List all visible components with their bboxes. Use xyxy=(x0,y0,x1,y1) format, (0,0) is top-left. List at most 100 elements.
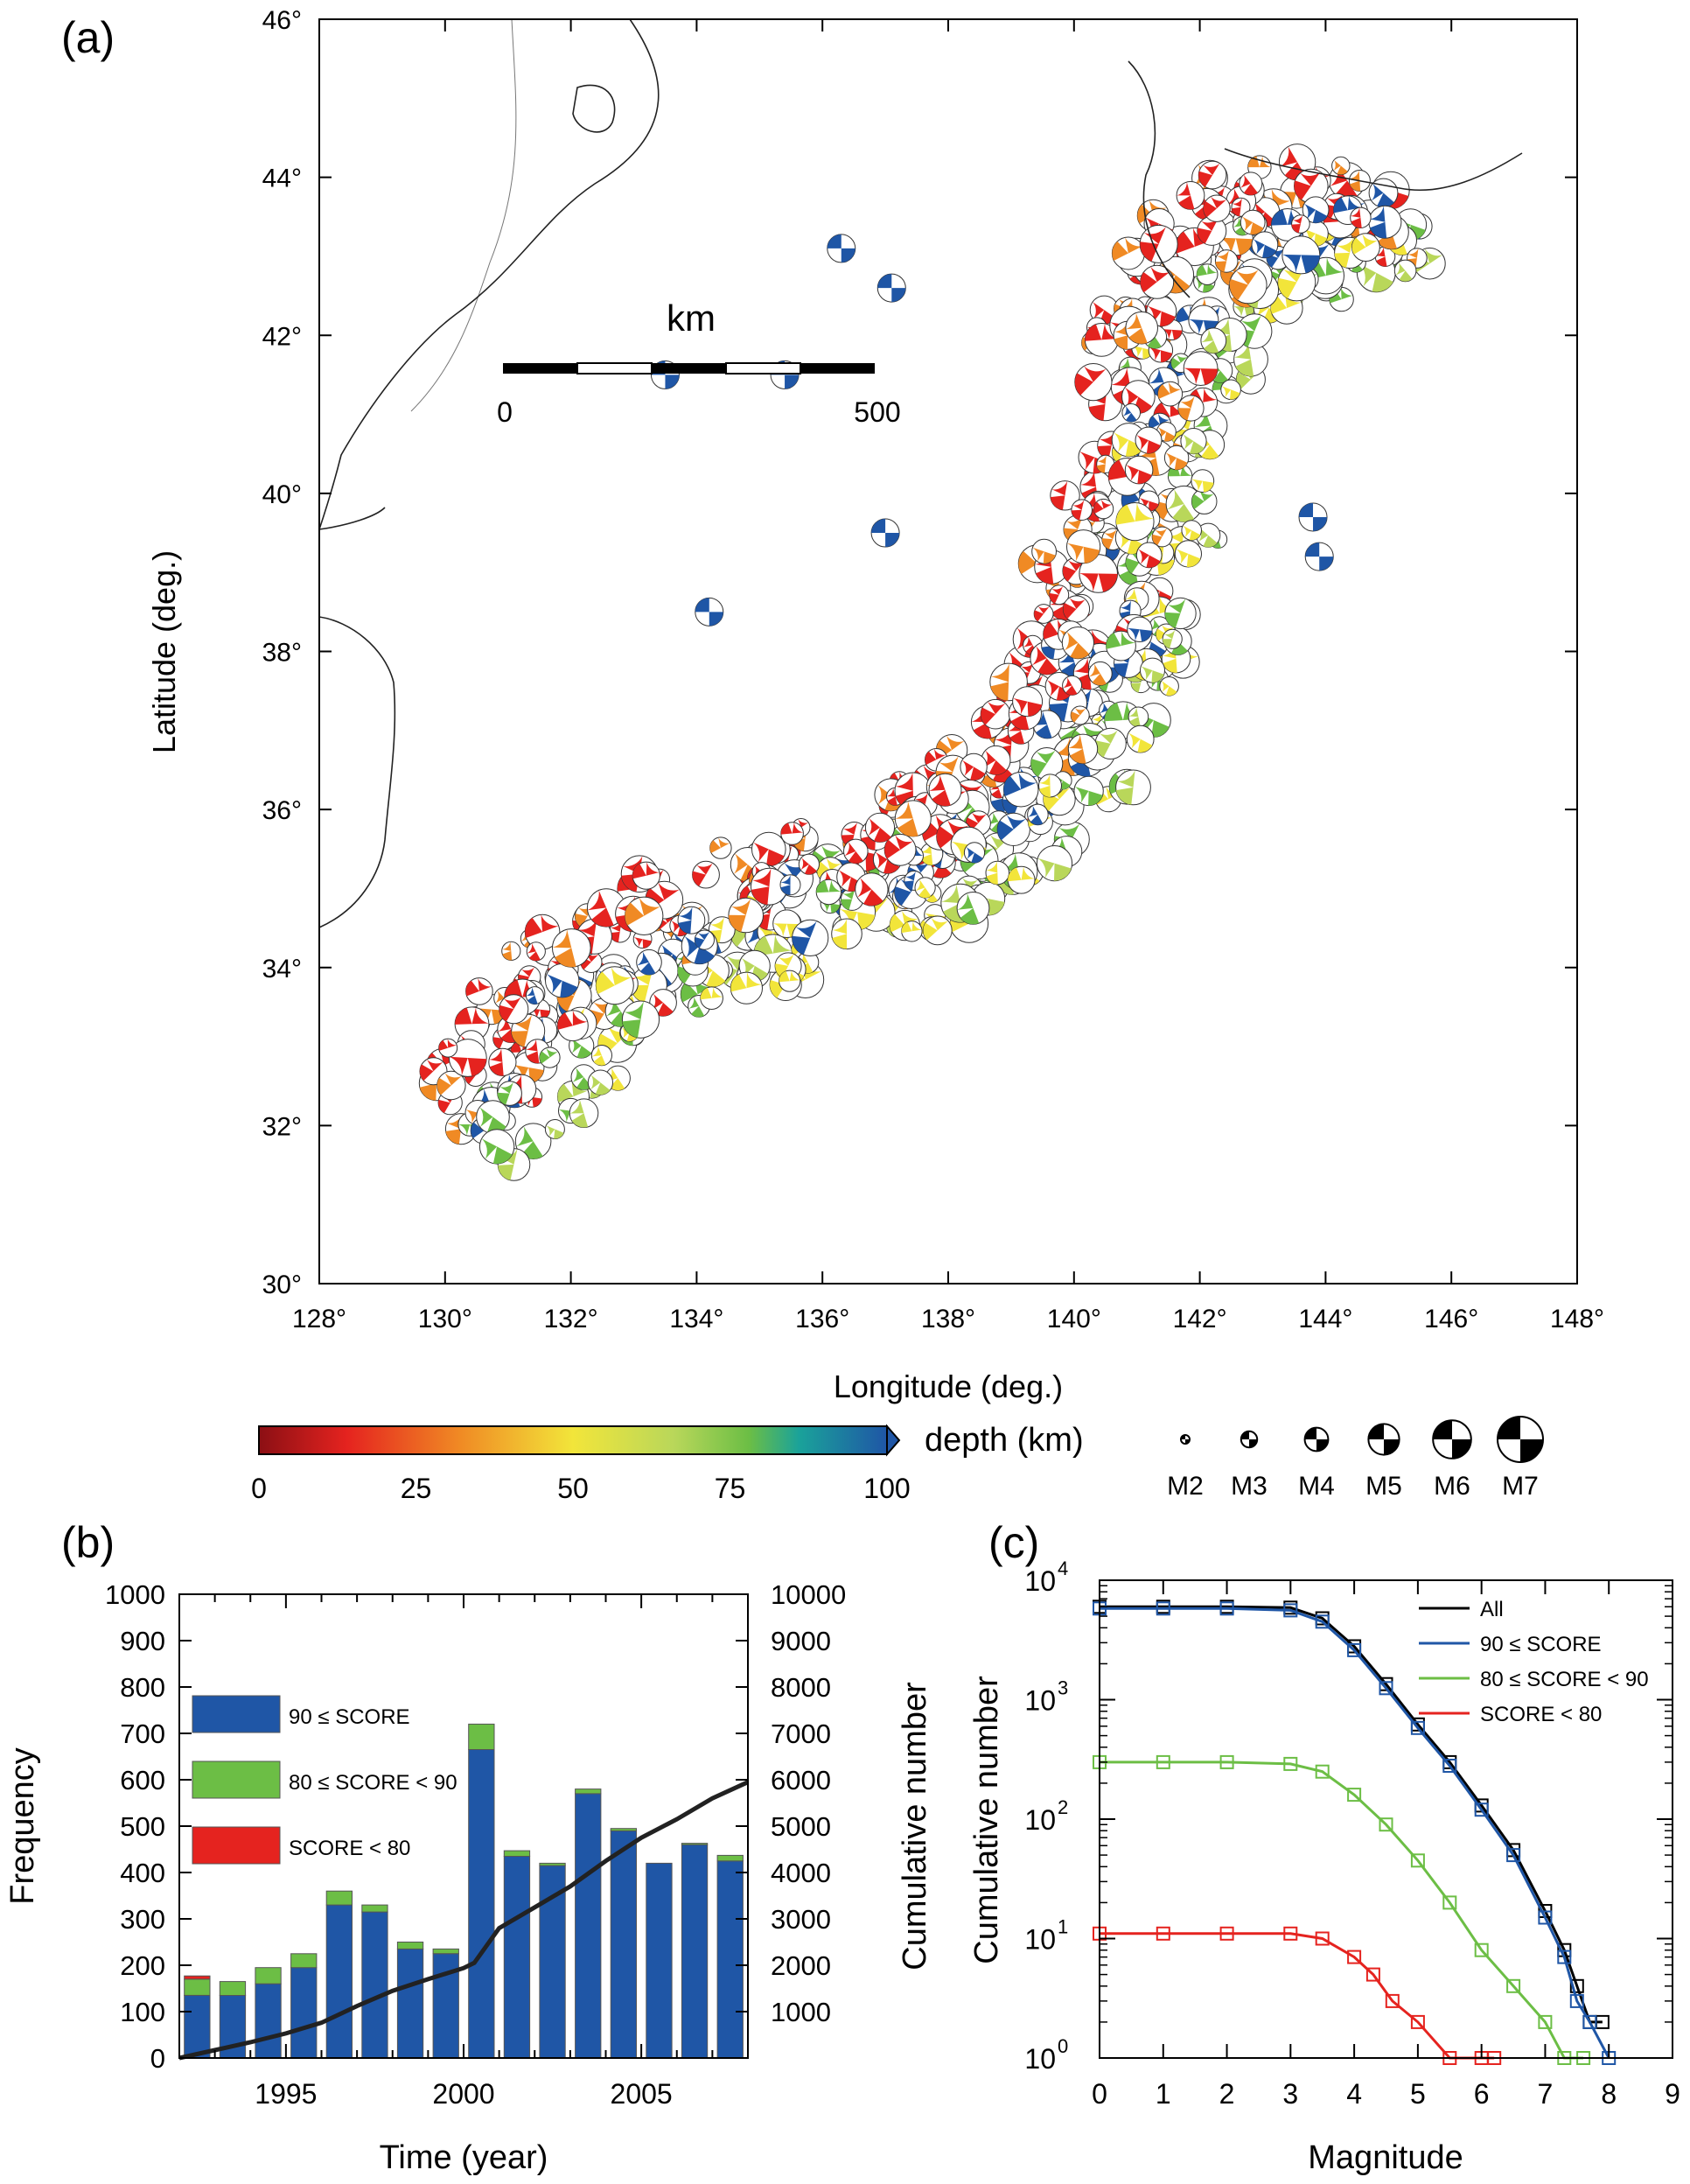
cumulative-line xyxy=(178,1780,750,2061)
cumulative-marker xyxy=(1474,1942,1489,1957)
cumulative-x-tick-label: 9 xyxy=(1665,2078,1680,2110)
beachball-quadrant xyxy=(465,977,492,997)
beachball-quadrant xyxy=(1395,262,1413,282)
magnitude-ball-quadrant xyxy=(1181,1435,1190,1444)
histogram-bar xyxy=(432,1948,459,1955)
beachball-quadrant xyxy=(1089,663,1107,686)
beachball-quadrant xyxy=(1097,431,1115,459)
map-x-label: Longitude (deg.) xyxy=(834,1368,1063,1404)
cumulative-y-tick-label: 10 xyxy=(1024,2043,1056,2075)
map-x-tick-label: 148° xyxy=(1550,1305,1604,1334)
beachball-quadrant xyxy=(1031,646,1058,675)
cumulative-marker xyxy=(1538,2014,1553,2029)
beachball-quadrant xyxy=(1197,218,1219,244)
cumulative-marker xyxy=(1474,1802,1489,1817)
cumulative-y-tick-exponent: 2 xyxy=(1058,1796,1068,1818)
map-y-tick-label: 44° xyxy=(262,164,302,193)
histogram-bar xyxy=(325,1904,353,2059)
cumulative-marker xyxy=(1379,1681,1393,1696)
magnitude-ball-quadrant xyxy=(1498,1417,1543,1462)
cumulative-marker xyxy=(1156,1601,1170,1616)
beachball-quadrant xyxy=(792,920,817,956)
beachball-quadrant xyxy=(1369,206,1387,239)
beachball-quadrant xyxy=(501,942,513,961)
beachball-quadrant xyxy=(1141,666,1164,683)
beachball-quadrant xyxy=(1351,234,1379,255)
beachball-quadrant xyxy=(692,863,713,886)
colorbar-tick-label: 75 xyxy=(715,1473,746,1504)
beachball-quadrant xyxy=(1126,465,1152,484)
beachball-quadrant xyxy=(1176,228,1212,254)
beachball-quadrant xyxy=(957,892,980,925)
cumulative-marker xyxy=(1219,1601,1234,1616)
histogram-bar xyxy=(539,1862,566,1866)
cumulative-marker xyxy=(1410,2014,1425,2029)
beachball-quadrant xyxy=(961,760,986,780)
beachball-quadrant xyxy=(1267,248,1285,268)
cumulative-marker xyxy=(1385,1993,1400,2008)
beachball-quadrant xyxy=(1132,345,1154,360)
beachball-quadrant xyxy=(1177,182,1195,210)
histogram-y2-label: Cumulative number xyxy=(897,1682,933,1970)
map-y-tick-label: 40° xyxy=(262,480,302,509)
map-x-tick-label: 138° xyxy=(921,1305,975,1334)
beachball-quadrant xyxy=(1156,625,1174,641)
colorbar-ticks: 0 25 50 75 100 xyxy=(251,1473,911,1504)
beachball-quadrant xyxy=(923,917,948,941)
histogram-y2-tick-label: 4000 xyxy=(771,1858,831,1888)
beachball-quadrant xyxy=(688,997,705,1018)
cumulative-y-label: Cumulative number xyxy=(968,1676,1005,1964)
beachball-quadrant xyxy=(552,929,576,968)
beachball-quadrant xyxy=(1049,585,1064,604)
cumulative-marker xyxy=(1379,1817,1393,1832)
beachball-quadrant xyxy=(986,861,998,885)
map-y-tick-label: 38° xyxy=(262,639,302,668)
cumulative-curve xyxy=(1100,1932,1495,2060)
beachball-quadrant xyxy=(904,871,916,891)
beachball-quadrant xyxy=(1063,677,1078,696)
histogram-y-tick-label: 400 xyxy=(120,1858,165,1888)
histogram-y2-tick-label: 9000 xyxy=(771,1626,831,1656)
beachball-quadrant xyxy=(797,953,814,974)
cumulative-x-tick-label: 0 xyxy=(1092,2078,1107,2110)
cumulative-curve xyxy=(1100,1760,1584,2060)
cumulative-marker xyxy=(1347,1788,1362,1802)
beachball-quadrant xyxy=(780,822,804,835)
beachball-quadrant xyxy=(1371,183,1394,207)
cumulative-curve xyxy=(1100,1605,1603,2024)
beachball-quadrant xyxy=(606,1068,625,1091)
map-x-tick-label: 130° xyxy=(418,1305,472,1334)
beachball-quadrant xyxy=(1018,545,1054,574)
beachball-quadrant xyxy=(526,1039,540,1064)
beachball-quadrant xyxy=(842,822,857,848)
beachball-quadrant xyxy=(1375,247,1387,267)
beachball-quadrant xyxy=(936,820,969,849)
map-x-tick-label: 136° xyxy=(795,1305,849,1334)
beachball-quadrant xyxy=(1101,528,1117,550)
colorbar-tick-label: 50 xyxy=(557,1473,589,1504)
beachball-quadrant xyxy=(590,1074,611,1096)
cumulative-x-tick-label: 4 xyxy=(1346,2078,1362,2110)
cumulative-y-tick-label: 10 xyxy=(1024,1804,1056,1836)
cumulative-marker xyxy=(1506,1978,1521,1993)
map-x-tick-label: 132° xyxy=(544,1305,598,1334)
cumulative-marker xyxy=(1156,1754,1170,1769)
beachball-quadrant xyxy=(1114,321,1128,350)
beachball-quadrant xyxy=(1079,573,1118,592)
histogram-y2-tick-label: 5000 xyxy=(771,1811,831,1842)
histogram-bar xyxy=(396,1942,424,1950)
beachball-quadrant xyxy=(1149,413,1170,430)
histogram-y-tick-label: 1000 xyxy=(105,1579,165,1610)
colorbar-tick-label: 25 xyxy=(401,1473,432,1504)
beachball-quadrant xyxy=(730,972,762,992)
beachball-quadrant xyxy=(1198,163,1220,187)
cumulative-x-tick-label: 1 xyxy=(1156,2078,1171,2110)
beachball-quadrant xyxy=(471,1118,495,1138)
beachball-quadrant xyxy=(557,1010,588,1030)
histogram-bar xyxy=(255,1967,282,1984)
beachball-quadrant xyxy=(1203,196,1227,218)
beachball-quadrant xyxy=(1043,619,1073,640)
histogram-legend-label: SCORE < 80 xyxy=(289,1837,410,1860)
beachball-quadrant xyxy=(886,788,897,806)
histogram-x-label: Time (year) xyxy=(380,2139,548,2176)
